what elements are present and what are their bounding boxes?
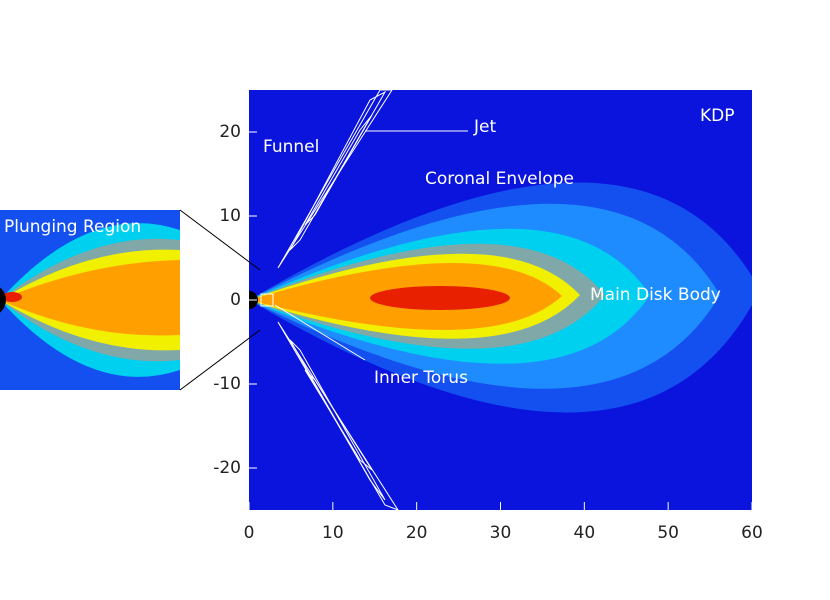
zoom-line <box>179 329 261 391</box>
funnel-contours <box>260 90 468 510</box>
y-tick-label: -10 <box>213 374 241 394</box>
y-tick-label: -20 <box>213 458 241 478</box>
x-tick-label: 30 <box>490 523 512 543</box>
inset <box>0 210 180 390</box>
plot-area <box>249 90 752 510</box>
zoom-line <box>179 209 261 271</box>
x-tick-label: 40 <box>574 523 596 543</box>
annotation: Funnel <box>263 137 319 157</box>
x-tick-label: 10 <box>322 523 344 543</box>
x-tick-label: 50 <box>657 523 679 543</box>
y-tick-label: 10 <box>219 206 241 226</box>
x-tick-label: 0 <box>244 523 255 543</box>
y-tick-label: 20 <box>219 122 241 142</box>
x-tick-label: 60 <box>741 523 763 543</box>
annotation: Main Disk Body <box>590 285 721 305</box>
y-tick-label: 0 <box>230 290 241 310</box>
annotation: Plunging Region <box>4 217 141 237</box>
annotation: Jet <box>473 117 496 137</box>
annotation: KDP <box>700 106 735 126</box>
x-tick-label: 20 <box>406 523 428 543</box>
annotation: Inner Torus <box>374 368 468 388</box>
contour <box>370 286 510 310</box>
annotation: Coronal Envelope <box>425 169 574 189</box>
